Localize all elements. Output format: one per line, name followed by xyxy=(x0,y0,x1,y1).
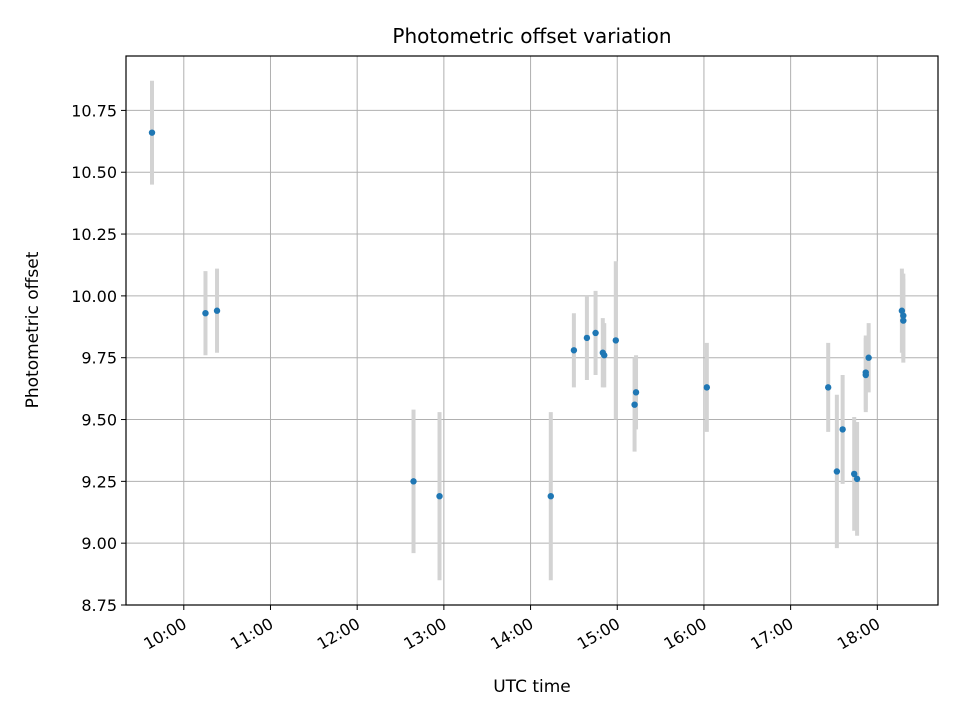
y-axis-label: Photometric offset xyxy=(23,251,43,408)
data-point xyxy=(601,352,608,359)
y-tick-label: 10.00 xyxy=(71,287,117,306)
data-point xyxy=(850,470,858,478)
x-axis: 10:00 11:00 12:00 13:00 14:00 15:00 16:00 17:00… xyxy=(140,605,883,654)
data-points xyxy=(148,129,907,500)
data-point xyxy=(583,334,591,342)
y-axis: 8.75 9.00 9.25 9.50 9.75 10.00 10.25 10.50 10.75 xyxy=(71,101,126,615)
grid xyxy=(126,56,938,606)
data-point xyxy=(410,478,417,485)
x-tick-label: 11:00 xyxy=(227,614,276,654)
data-point xyxy=(839,426,846,433)
y-tick-label: 10.25 xyxy=(71,225,117,244)
data-point xyxy=(213,307,221,314)
x-tick-label: 12:00 xyxy=(314,614,363,654)
plot-area-frame xyxy=(125,55,939,606)
chart-title: Photometric offset variation xyxy=(392,24,671,48)
y-tick-label: 10.75 xyxy=(71,101,117,120)
data-point xyxy=(865,354,872,361)
y-tick-label: 10.50 xyxy=(71,163,117,182)
data-point xyxy=(900,317,907,324)
x-tick-label: 10:00 xyxy=(140,614,189,654)
data-point xyxy=(833,468,841,475)
data-point xyxy=(824,384,832,391)
y-tick-label: 9.50 xyxy=(81,411,117,430)
data-point xyxy=(632,389,640,396)
x-tick-label: 16:00 xyxy=(661,614,710,654)
data-point xyxy=(592,329,599,337)
data-point xyxy=(148,129,156,136)
x-tick-label: 18:00 xyxy=(834,614,883,654)
y-tick-label: 9.00 xyxy=(81,534,117,553)
data-point xyxy=(547,492,554,500)
y-tick-label: 9.75 xyxy=(81,349,117,368)
x-tick-label: 13:00 xyxy=(400,614,449,654)
data-point xyxy=(703,384,711,391)
data-point xyxy=(631,401,638,408)
data-point xyxy=(202,309,209,317)
data-point xyxy=(900,312,907,319)
x-tick-label: 17:00 xyxy=(747,614,796,654)
data-point xyxy=(570,347,578,354)
x-axis-label: UTC time xyxy=(493,677,571,697)
x-tick-label: 14:00 xyxy=(487,614,536,654)
data-point xyxy=(612,337,620,344)
data-point xyxy=(898,307,906,314)
data-point xyxy=(862,371,869,379)
y-tick-label: 8.75 xyxy=(81,596,117,615)
x-tick-label: 15:00 xyxy=(574,614,623,654)
data-point xyxy=(853,475,861,483)
y-tick-label: 9.25 xyxy=(81,472,117,491)
data-point xyxy=(436,492,443,500)
